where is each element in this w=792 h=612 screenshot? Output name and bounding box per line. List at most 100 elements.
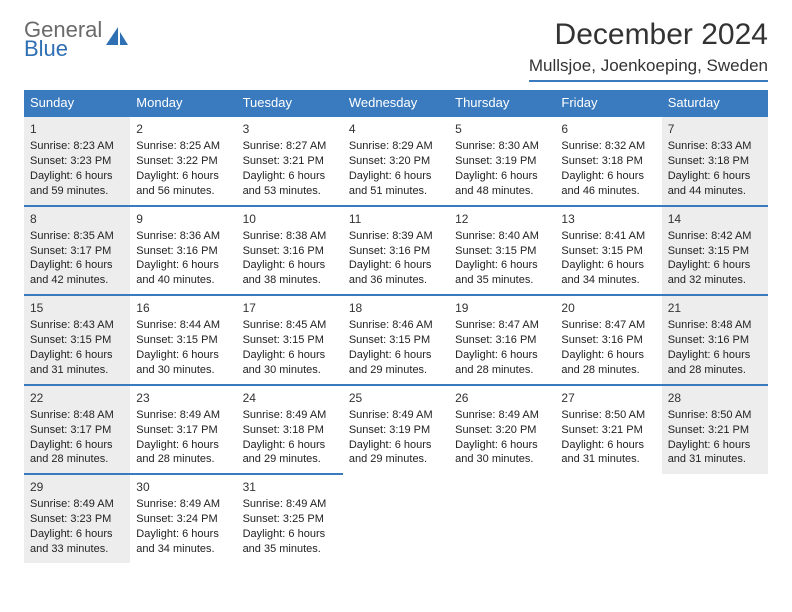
calendar-cell: 2 Sunrise: 8:25 AMSunset: 3:22 PMDaylight… [130, 116, 236, 206]
sunrise-line: Sunrise: 8:49 AM [455, 408, 549, 423]
day-number: 13 [561, 211, 655, 227]
day-number: 23 [136, 390, 230, 406]
sunset-line: Sunset: 3:17 PM [30, 423, 124, 438]
daylight-line: Daylight: 6 hours and 48 minutes. [455, 169, 549, 199]
sunrise-line: Sunrise: 8:48 AM [668, 318, 762, 333]
sunset-line: Sunset: 3:18 PM [243, 423, 337, 438]
sunrise-line: Sunrise: 8:42 AM [668, 229, 762, 244]
day-number: 9 [136, 211, 230, 227]
sunset-line: Sunset: 3:17 PM [30, 244, 124, 259]
day-number: 17 [243, 300, 337, 316]
sunset-line: Sunset: 3:15 PM [455, 244, 549, 259]
weekday-header: Wednesday [343, 90, 449, 116]
sunset-line: Sunset: 3:16 PM [349, 244, 443, 259]
calendar-cell: 4Sunrise: 8:29 AMSunset: 3:20 PMDaylight… [343, 116, 449, 206]
daylight-line: Daylight: 6 hours and 31 minutes. [668, 438, 762, 468]
daylight-line: Daylight: 6 hours and 28 minutes. [136, 438, 230, 468]
logo-line2: Blue [24, 37, 102, 60]
calendar-cell: 16Sunrise: 8:44 AMSunset: 3:15 PMDayligh… [130, 295, 236, 385]
daylight-line: Daylight: 6 hours and 35 minutes. [243, 527, 337, 557]
day-number: 6 [561, 121, 655, 137]
sunset-line: Sunset: 3:18 PM [668, 154, 762, 169]
calendar-cell [449, 474, 555, 563]
logo-text: General Blue [24, 18, 102, 60]
calendar-table: Sunday Monday Tuesday Wednesday Thursday… [24, 90, 768, 563]
daylight-line: Daylight: 6 hours and 46 minutes. [561, 169, 655, 199]
calendar-cell: 31Sunrise: 8:49 AMSunset: 3:25 PMDayligh… [237, 474, 343, 563]
calendar-cell: 14Sunrise: 8:42 AMSunset: 3:15 PMDayligh… [662, 206, 768, 296]
sunrise-line: Sunrise: 8:50 AM [668, 408, 762, 423]
sunset-line: Sunset: 3:17 PM [136, 423, 230, 438]
calendar-cell: 24Sunrise: 8:49 AMSunset: 3:18 PMDayligh… [237, 385, 343, 475]
sunset-line: Sunset: 3:16 PM [561, 333, 655, 348]
sail-icon [104, 25, 130, 56]
day-number: 20 [561, 300, 655, 316]
daylight-line: Daylight: 6 hours and 31 minutes. [30, 348, 124, 378]
sunset-line: Sunset: 3:18 PM [561, 154, 655, 169]
sunrise-line: Sunrise: 8:46 AM [349, 318, 443, 333]
day-number: 2 [136, 121, 230, 137]
sunset-line: Sunset: 3:16 PM [455, 333, 549, 348]
weekday-header: Monday [130, 90, 236, 116]
weekday-header-row: Sunday Monday Tuesday Wednesday Thursday… [24, 90, 768, 116]
sunrise-line: Sunrise: 8:45 AM [243, 318, 337, 333]
sunrise-line: Sunrise: 8:47 AM [561, 318, 655, 333]
daylight-line: Daylight: 6 hours and 44 minutes. [668, 169, 762, 199]
sunrise-line: Sunrise: 8:49 AM [136, 497, 230, 512]
calendar-cell [662, 474, 768, 563]
calendar-cell: 3Sunrise: 8:27 AMSunset: 3:21 PMDaylight… [237, 116, 343, 206]
day-number: 19 [455, 300, 549, 316]
sunrise-line: Sunrise: 8:49 AM [30, 497, 124, 512]
calendar-row: 8Sunrise: 8:35 AMSunset: 3:17 PMDaylight… [24, 206, 768, 296]
sunset-line: Sunset: 3:15 PM [30, 333, 124, 348]
calendar-cell: 26Sunrise: 8:49 AMSunset: 3:20 PMDayligh… [449, 385, 555, 475]
daylight-line: Daylight: 6 hours and 28 minutes. [455, 348, 549, 378]
location: Mullsjoe, Joenkoeping, Sweden [529, 56, 768, 82]
sunrise-line: Sunrise: 8:49 AM [243, 497, 337, 512]
calendar-cell: 13Sunrise: 8:41 AMSunset: 3:15 PMDayligh… [555, 206, 661, 296]
calendar-cell: 8Sunrise: 8:35 AMSunset: 3:17 PMDaylight… [24, 206, 130, 296]
day-number: 12 [455, 211, 549, 227]
calendar-cell [555, 474, 661, 563]
calendar-row: 1Sunrise: 8:23 AMSunset: 3:23 PMDaylight… [24, 116, 768, 206]
page-title: December 2024 [529, 18, 768, 52]
day-number: 3 [243, 121, 337, 137]
calendar-cell: 18Sunrise: 8:46 AMSunset: 3:15 PMDayligh… [343, 295, 449, 385]
sunset-line: Sunset: 3:16 PM [243, 244, 337, 259]
sunset-line: Sunset: 3:22 PM [136, 154, 230, 169]
sunset-line: Sunset: 3:24 PM [136, 512, 230, 527]
sunset-line: Sunset: 3:16 PM [136, 244, 230, 259]
daylight-line: Daylight: 6 hours and 34 minutes. [561, 258, 655, 288]
sunset-line: Sunset: 3:21 PM [561, 423, 655, 438]
sunrise-line: Sunrise: 8:41 AM [561, 229, 655, 244]
sunrise-line: Sunrise: 8:39 AM [349, 229, 443, 244]
calendar-cell: 21Sunrise: 8:48 AMSunset: 3:16 PMDayligh… [662, 295, 768, 385]
day-number: 15 [30, 300, 124, 316]
calendar-cell: 25Sunrise: 8:49 AMSunset: 3:19 PMDayligh… [343, 385, 449, 475]
weekday-header: Friday [555, 90, 661, 116]
daylight-line: Daylight: 6 hours and 28 minutes. [668, 348, 762, 378]
day-number: 25 [349, 390, 443, 406]
day-number: 27 [561, 390, 655, 406]
daylight-line: Daylight: 6 hours and 29 minutes. [349, 438, 443, 468]
weekday-header: Saturday [662, 90, 768, 116]
daylight-line: Daylight: 6 hours and 56 minutes. [136, 169, 230, 199]
daylight-line: Daylight: 6 hours and 29 minutes. [243, 438, 337, 468]
weekday-header: Sunday [24, 90, 130, 116]
sunrise-line: Sunrise: 8:50 AM [561, 408, 655, 423]
calendar-cell: 11Sunrise: 8:39 AMSunset: 3:16 PMDayligh… [343, 206, 449, 296]
daylight-line: Daylight: 6 hours and 31 minutes. [561, 438, 655, 468]
calendar-cell: 9Sunrise: 8:36 AMSunset: 3:16 PMDaylight… [130, 206, 236, 296]
calendar-row: 29Sunrise: 8:49 AMSunset: 3:23 PMDayligh… [24, 474, 768, 563]
day-number: 22 [30, 390, 124, 406]
day-number: 30 [136, 479, 230, 495]
daylight-line: Daylight: 6 hours and 59 minutes. [30, 169, 124, 199]
calendar-cell: 23Sunrise: 8:49 AMSunset: 3:17 PMDayligh… [130, 385, 236, 475]
sunrise-line: Sunrise: 8:25 AM [136, 139, 230, 154]
daylight-line: Daylight: 6 hours and 29 minutes. [349, 348, 443, 378]
day-number: 21 [668, 300, 762, 316]
sunrise-line: Sunrise: 8:27 AM [243, 139, 337, 154]
day-number: 16 [136, 300, 230, 316]
calendar-cell: 30Sunrise: 8:49 AMSunset: 3:24 PMDayligh… [130, 474, 236, 563]
calendar-body: 1Sunrise: 8:23 AMSunset: 3:23 PMDaylight… [24, 116, 768, 563]
